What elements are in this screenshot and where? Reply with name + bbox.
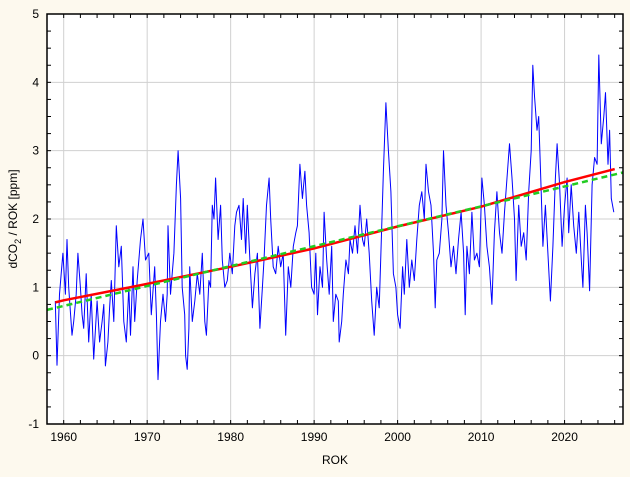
- y-tick-label: 3: [32, 144, 39, 158]
- y-tick-label: 1: [32, 280, 39, 294]
- x-tick-label: 2000: [384, 430, 411, 444]
- y-tick-label: 0: [32, 349, 39, 363]
- y-tick-labels: -1 0 1 2 3 4 5: [28, 7, 39, 431]
- series-group: [46, 54, 624, 381]
- y-tick-label: 4: [32, 75, 39, 89]
- y-axis-label: dCO2 / ROK [ppm]: [6, 169, 23, 268]
- x-axis-label: ROK: [322, 453, 348, 467]
- data-series-line: [54, 54, 615, 381]
- x-tick-label: 1960: [50, 430, 77, 444]
- x-tick-label: 1980: [217, 430, 244, 444]
- x-tick-label: 1990: [301, 430, 328, 444]
- y-tick-label: 5: [32, 7, 39, 21]
- plot-frame: [46, 13, 624, 425]
- x-tick-label: 2010: [468, 430, 495, 444]
- linear-trend-line: [46, 171, 624, 312]
- x-tick-labels: 1960 1970 1980 1990 2000 2010 2020: [50, 430, 578, 444]
- x-tick-label: 1970: [134, 430, 161, 444]
- x-tick-label: 2020: [551, 430, 578, 444]
- quadratic-trend-line: [54, 167, 616, 304]
- y-tick-label: -1: [28, 417, 39, 431]
- y-tick-label: 2: [32, 212, 39, 226]
